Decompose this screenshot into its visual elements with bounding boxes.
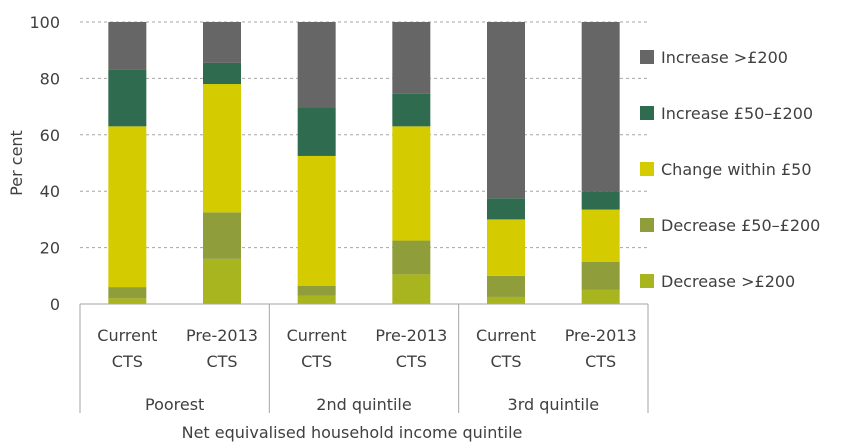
bar-segment [108, 69, 147, 127]
legend-swatch [640, 274, 654, 288]
bar-segment [203, 62, 241, 85]
legend-label: Decrease >£200 [661, 272, 795, 291]
bar-segment [392, 274, 431, 304]
bar-segment [392, 93, 431, 127]
y-tick-label: 40 [40, 182, 60, 201]
bar-segment [108, 126, 147, 288]
bar-segment [297, 295, 336, 304]
bar-segment [581, 191, 620, 210]
bar-segment [581, 261, 620, 290]
x-group-label: Poorest [145, 395, 204, 414]
bar-segment [297, 22, 336, 109]
x-category-labels: Current CTS Pre-2013 CTS Current CTS Pre-2013 C… [97, 326, 636, 414]
gridlines [80, 21, 648, 249]
bar-segment [297, 108, 336, 156]
bar-segment [108, 22, 147, 70]
x-category-label: CTS [585, 352, 616, 371]
bar-segment [581, 289, 620, 304]
x-axis-title: Net equivalised household income quintil… [182, 423, 523, 442]
y-tick-label: 20 [40, 239, 60, 258]
x-category-label: CTS [112, 352, 143, 371]
bar-segment [203, 22, 241, 63]
bar-stacks [108, 22, 620, 304]
x-group-label: 3rd quintile [508, 395, 600, 414]
x-category-label: Current [476, 326, 536, 345]
legend-swatch [640, 50, 654, 64]
x-category-label: Current [97, 326, 157, 345]
axes [79, 303, 649, 413]
bar-segment [392, 126, 431, 241]
bar-segment [487, 198, 525, 220]
bar-segment [108, 287, 147, 299]
bar-segment [487, 219, 525, 276]
legend-label: Increase >£200 [661, 48, 788, 67]
bar-segment [108, 298, 147, 304]
bar-segment [203, 212, 241, 259]
y-tick-label: 80 [40, 69, 60, 88]
y-tick-label: 0 [50, 295, 60, 314]
x-category-label: Pre-2013 [186, 326, 258, 345]
x-category-label: CTS [490, 352, 521, 371]
x-category-label: CTS [301, 352, 332, 371]
legend-label: Change within £50 [661, 160, 812, 179]
bar-segment [581, 22, 620, 192]
x-category-label: Pre-2013 [375, 326, 447, 345]
bar-segment [203, 258, 241, 304]
x-category-label: CTS [206, 352, 237, 371]
x-group-label: 2nd quintile [316, 395, 411, 414]
x-category-label: CTS [396, 352, 427, 371]
bar-segment [487, 22, 525, 199]
legend: Increase >£200 Increase £50–£200 Change wi… [640, 48, 820, 291]
x-category-label: Current [287, 326, 347, 345]
bar-segment [297, 285, 336, 296]
bar-segment [297, 155, 336, 286]
y-tick-labels: 0 20 40 60 80 100 [29, 13, 60, 314]
bar-segment [392, 22, 431, 94]
bar-segment [203, 84, 241, 213]
legend-swatch [640, 162, 654, 176]
bar-segment [581, 209, 620, 262]
legend-label: Decrease £50–£200 [661, 216, 820, 235]
legend-label: Increase £50–£200 [661, 104, 813, 123]
x-category-label: Pre-2013 [565, 326, 637, 345]
legend-swatch [640, 106, 654, 120]
y-tick-label: 100 [29, 13, 60, 32]
bar-segment [392, 240, 431, 275]
y-tick-label: 60 [40, 126, 60, 145]
legend-swatch [640, 218, 654, 232]
y-axis-title: Per cent [7, 130, 26, 196]
bar-segment [487, 296, 525, 304]
bar-segment [487, 275, 525, 297]
